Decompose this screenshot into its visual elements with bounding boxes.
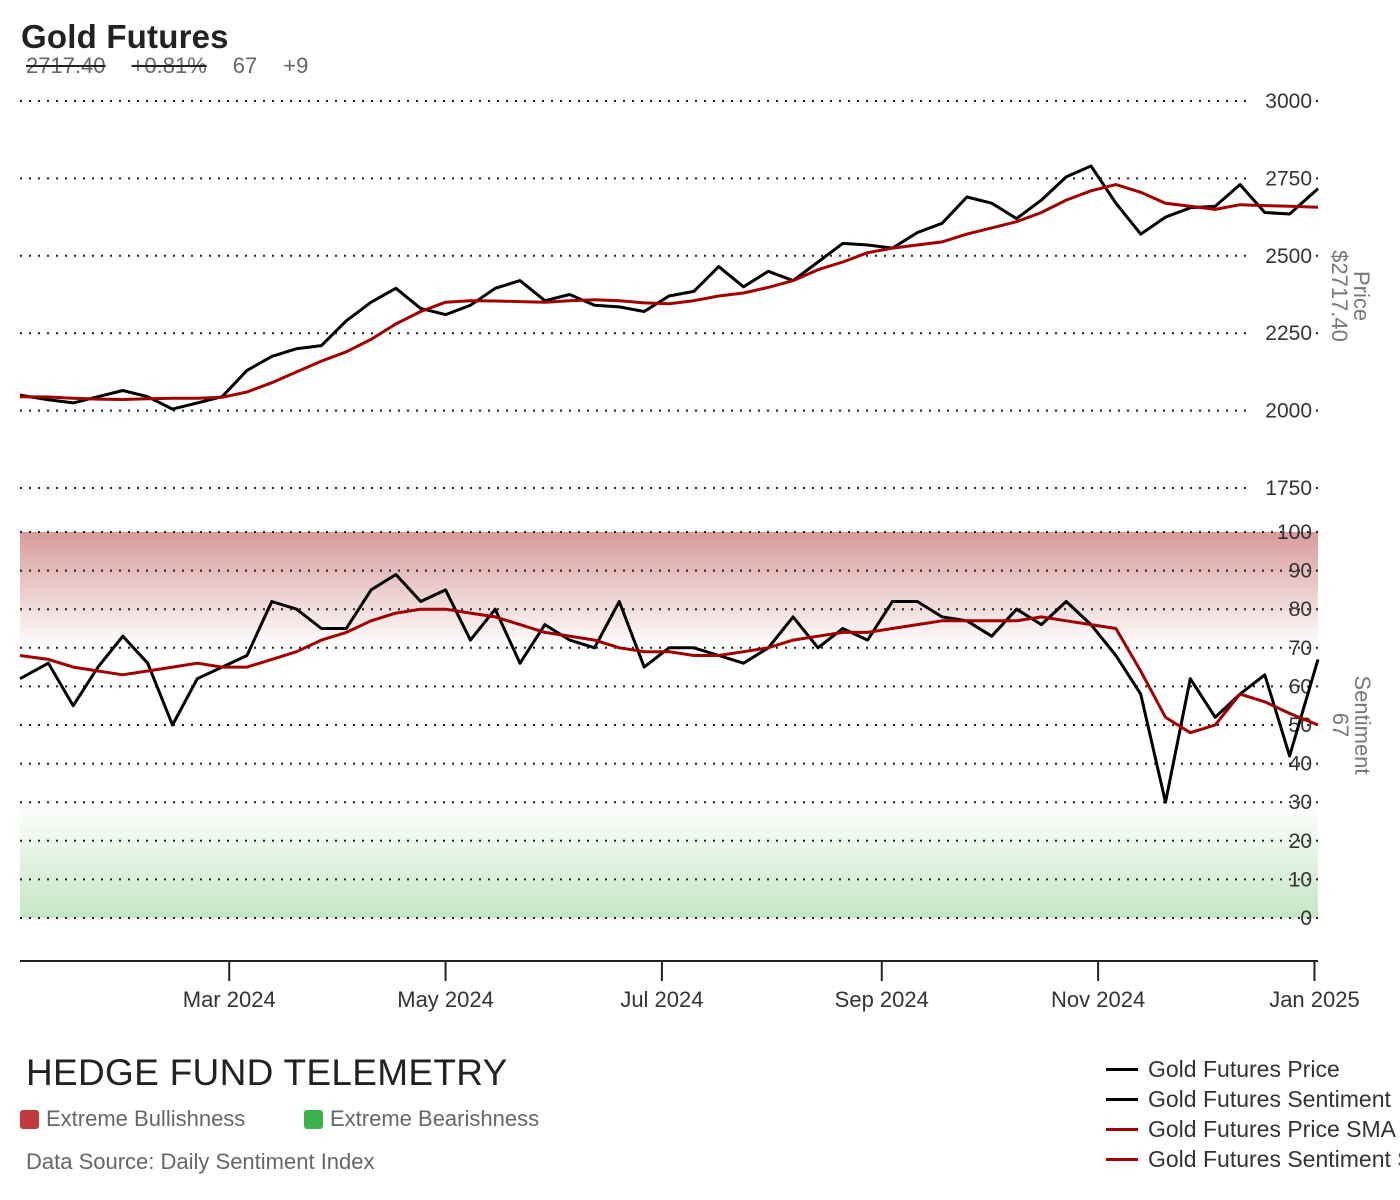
legend-item[interactable]: Gold Futures Price SMA (1106, 1114, 1400, 1144)
bearish-swatch-icon (304, 1109, 323, 1129)
sentiment-change: +9 (283, 53, 309, 78)
sentiment-tick-label: 80 (1289, 598, 1312, 621)
legend-label: Gold Futures Price SMA (1148, 1115, 1396, 1142)
tick-label-bg (1251, 476, 1313, 500)
legend-line-icon (1106, 1157, 1138, 1161)
legend-label: Gold Futures Sentiment SMA (1148, 1145, 1400, 1172)
brand-logo-text: HEDGE FUND TELEMETRY (26, 1052, 508, 1093)
tick-label-bg (1251, 321, 1313, 346)
price-sma-line (19, 183, 1319, 401)
zone-key-bearish-label: Extreme Bearishness (330, 1106, 540, 1131)
price-tick-label: 3000 (1265, 90, 1312, 113)
extreme-bullish-band (20, 532, 1318, 648)
legend-item[interactable]: Gold Futures Sentiment SMA (1106, 1144, 1400, 1174)
tick-label-bg (1251, 89, 1313, 113)
chart-title: Gold Futures (21, 18, 229, 55)
legend-label: Gold Futures Price (1148, 1055, 1340, 1082)
x-tick-label: Sep 2024 (835, 987, 929, 1012)
zone-key-bullish: Extreme Bullishness (20, 1106, 245, 1132)
extreme-bearish-band (20, 802, 1318, 918)
gridlines (20, 100, 1318, 919)
tick-label-bg (1251, 166, 1313, 191)
series-lines (19, 164, 1320, 804)
quote-line: 2717.40 +0.81% 67 +9 (26, 53, 334, 79)
price-axis-label: Price (1349, 271, 1374, 321)
legend-item[interactable]: Gold Futures Sentiment (1106, 1084, 1400, 1114)
zone-key-bullish-label: Extreme Bullishness (46, 1106, 246, 1131)
sentiment-axis-label: Sentiment (1350, 675, 1375, 774)
sentiment-value: 67 (232, 53, 258, 78)
price-tick-label: 1750 (1265, 477, 1312, 500)
sentiment-sma-line (19, 607, 1319, 735)
zone-key-bearish: Extreme Bearishness (304, 1106, 539, 1132)
x-axis: Mar 2024 May 2024 Jul 2024 Sep 2024 Nov 2024… (20, 960, 1360, 1012)
chart-canvas: 1750200022502500275030000102030405060708… (19, 89, 1375, 1012)
x-tick-label: May 2024 (397, 987, 494, 1012)
price-tick-label: 2000 (1265, 400, 1312, 423)
legend-line-icon (1106, 1127, 1138, 1131)
price-line (19, 164, 1319, 411)
sentiment-tick-label: 40 (1289, 753, 1312, 776)
legend-line-icon (1106, 1097, 1138, 1101)
price-tick-label: 2500 (1265, 245, 1312, 268)
tick-label-bg (1251, 398, 1313, 423)
price-last-value: $2717.40 (1327, 250, 1352, 342)
sentiment-tick-label: 0 (1300, 907, 1312, 930)
data-source: Data Source: Daily Sentiment Index (26, 1149, 375, 1174)
x-tick-label: Nov 2024 (1051, 987, 1145, 1012)
sentiment-tick-label: 20 (1289, 830, 1312, 853)
zone-bands (20, 532, 1318, 918)
sentiment-tick-label: 90 (1289, 560, 1312, 583)
bullish-swatch-icon (20, 1109, 39, 1129)
tick-label-bg (1251, 243, 1313, 268)
last-price: 2717.40 (26, 53, 106, 78)
legend-item[interactable]: Gold Futures Price (1106, 1054, 1400, 1084)
sentiment-tick-label: 10 (1289, 868, 1312, 891)
sentiment-tick-label: 30 (1289, 791, 1312, 814)
legend: Gold Futures Price Gold Futures Sentimen… (1106, 1054, 1400, 1174)
sentiment-last-value: 67 (1328, 713, 1353, 737)
x-tick-label: Jul 2024 (620, 987, 703, 1012)
legend-line-icon (1106, 1067, 1138, 1071)
x-tick-label: Jan 2025 (1269, 987, 1360, 1012)
sentiment-tick-label: 70 (1289, 637, 1312, 660)
sentiment-line (19, 573, 1320, 804)
sentiment-tick-label: 100 (1277, 521, 1312, 544)
sentiment-tick-label: 60 (1289, 675, 1312, 698)
x-tick-label: Mar 2024 (183, 987, 276, 1012)
y-tick-labels: 1750200022502500275030000102030405060708… (1251, 89, 1313, 930)
legend-label: Gold Futures Sentiment (1148, 1085, 1391, 1112)
price-tick-label: 2250 (1265, 322, 1312, 345)
price-change-pct: +0.81% (131, 53, 207, 78)
price-tick-label: 2750 (1265, 167, 1312, 190)
